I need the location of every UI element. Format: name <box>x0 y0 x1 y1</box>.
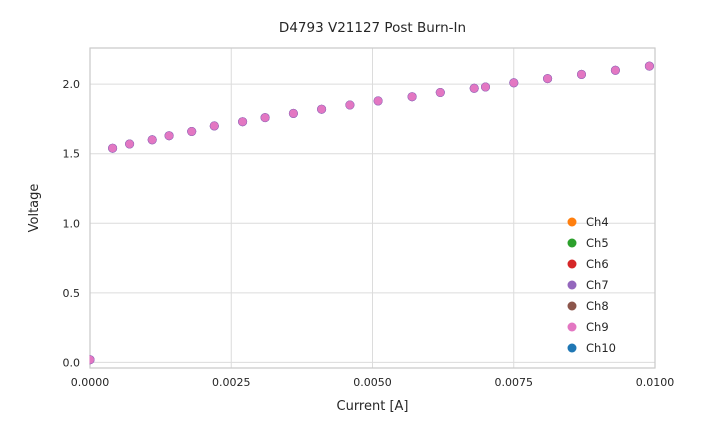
legend-marker-ch9 <box>567 322 577 332</box>
data-point <box>509 78 519 88</box>
legend-marker-ch4 <box>567 217 577 227</box>
data-point <box>543 74 553 84</box>
data-point <box>147 135 157 145</box>
legend-marker-ch7 <box>567 280 577 290</box>
y-tick-label: 2.0 <box>63 78 81 91</box>
data-point <box>345 100 355 110</box>
x-tick-label: 0.0000 <box>71 376 110 389</box>
legend-item-ch10: Ch10 <box>567 341 616 355</box>
legend-label-ch6: Ch6 <box>586 257 609 271</box>
data-points <box>89 61 654 365</box>
legend-label-ch9: Ch9 <box>586 320 609 334</box>
y-tick-label: 0.0 <box>63 356 81 369</box>
y-tick-label: 1.5 <box>63 148 81 161</box>
legend-label-ch7: Ch7 <box>586 278 609 292</box>
series-ch9 <box>89 61 654 365</box>
legend-item-ch8: Ch8 <box>567 299 609 313</box>
data-point <box>108 143 118 153</box>
data-point <box>125 139 135 149</box>
y-axis-label: Voltage <box>27 184 42 233</box>
legend-item-ch9: Ch9 <box>567 320 609 334</box>
x-tick-label: 0.0025 <box>212 376 251 389</box>
chart-title: D4793 V21127 Post Burn-In <box>279 20 466 36</box>
data-point <box>610 65 620 75</box>
data-point <box>89 355 95 365</box>
data-point <box>469 83 479 93</box>
x-axis-label: Current [A] <box>337 399 409 414</box>
data-point <box>288 108 298 118</box>
plot-border <box>89 47 656 369</box>
y-tick-label: 1.0 <box>63 217 81 230</box>
legend-label-ch5: Ch5 <box>586 236 609 250</box>
legend-label-ch4: Ch4 <box>586 215 609 229</box>
x-tick-label: 0.0100 <box>636 376 675 389</box>
data-point <box>209 121 219 131</box>
data-point <box>435 88 445 98</box>
data-point <box>238 117 248 127</box>
data-point <box>187 127 197 137</box>
legend-item-ch4: Ch4 <box>567 215 609 229</box>
legend: Ch4 Ch5 Ch6 Ch7 Ch8 Ch9 Ch10 <box>567 215 616 355</box>
legend-item-ch5: Ch5 <box>567 236 609 250</box>
data-point <box>644 61 654 71</box>
x-tick-label: 0.0050 <box>353 376 392 389</box>
grid <box>89 48 656 368</box>
legend-marker-ch8 <box>567 301 577 311</box>
y-tick-labels: 0.0 0.5 1.0 1.5 2.0 <box>63 78 81 369</box>
legend-label-ch8: Ch8 <box>586 299 609 313</box>
legend-marker-ch10 <box>567 343 577 353</box>
data-point <box>373 96 383 106</box>
legend-marker-ch5 <box>567 238 577 248</box>
legend-item-ch6: Ch6 <box>567 257 609 271</box>
data-point <box>576 69 586 79</box>
x-tick-labels: 0.0000 0.0025 0.0050 0.0075 0.0100 <box>71 376 675 389</box>
data-point <box>480 82 490 92</box>
data-point <box>407 92 417 102</box>
y-tick-label: 0.5 <box>63 287 81 300</box>
data-point <box>317 104 327 114</box>
legend-marker-ch6 <box>567 259 577 269</box>
legend-item-ch7: Ch7 <box>567 278 609 292</box>
x-tick-label: 0.0075 <box>495 376 534 389</box>
data-point <box>164 131 174 141</box>
legend-label-ch10: Ch10 <box>586 341 616 355</box>
data-point <box>260 113 270 123</box>
